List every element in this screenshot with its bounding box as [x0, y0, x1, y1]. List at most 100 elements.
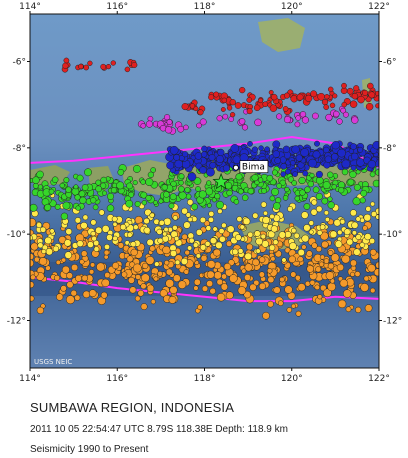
earthquake-marker [82, 290, 91, 299]
earthquake-marker [149, 212, 155, 218]
earthquake-marker [283, 92, 291, 99]
earthquake-marker [61, 265, 70, 274]
earthquake-marker [117, 168, 125, 176]
earthquake-marker [299, 111, 307, 118]
earthquake-marker [327, 250, 334, 256]
earthquake-marker [234, 102, 242, 109]
earthquake-marker [204, 241, 211, 247]
earthquake-marker [367, 160, 376, 169]
earthquake-marker [279, 276, 285, 283]
earthquake-marker [255, 237, 263, 246]
earthquake-marker [205, 225, 212, 231]
earthquake-marker [289, 242, 297, 250]
earthquake-marker [295, 115, 301, 121]
earthquake-marker [272, 202, 281, 210]
earthquake-marker [340, 107, 347, 114]
earthquake-marker [368, 91, 376, 99]
earthquake-marker [337, 299, 347, 309]
earthquake-marker [355, 216, 361, 222]
earthquake-marker [375, 261, 379, 269]
earthquake-marker [332, 93, 338, 99]
earthquake-marker [52, 245, 60, 252]
earthquake-marker [324, 155, 332, 163]
earthquake-marker [145, 177, 154, 187]
earthquake-marker [357, 146, 364, 153]
earthquake-marker [73, 184, 79, 190]
earthquake-marker [142, 262, 149, 270]
earthquake-marker [301, 116, 309, 124]
earthquake-marker [243, 290, 251, 299]
earthquake-marker [268, 244, 276, 251]
earthquake-marker [132, 164, 141, 173]
earthquake-marker [351, 221, 359, 229]
earthquake-marker [317, 294, 323, 300]
earthquake-marker [198, 190, 207, 199]
earthquake-marker [216, 278, 224, 286]
earthquake-marker [315, 266, 322, 273]
earthquake-marker [276, 113, 283, 120]
lon-tick-label-bottom: 114° [19, 374, 41, 384]
earthquake-marker [262, 216, 270, 224]
earthquake-marker [119, 223, 127, 231]
earthquake-marker [272, 239, 279, 246]
earthquake-marker [257, 177, 264, 183]
lat-tick-label-left: -8° [13, 144, 26, 154]
earthquake-marker [130, 248, 138, 257]
earthquake-marker [327, 282, 336, 292]
earthquake-marker [269, 213, 275, 220]
earthquake-marker [215, 155, 224, 164]
earthquake-marker [221, 273, 228, 280]
earthquake-marker [362, 225, 368, 231]
earthquake-marker [199, 244, 207, 251]
earthquake-marker [372, 140, 379, 150]
earthquake-marker [209, 161, 217, 169]
earthquake-marker [194, 152, 203, 160]
earthquake-marker [284, 285, 293, 294]
lon-tick-label-top: 120° [281, 2, 303, 12]
earthquake-marker [90, 230, 96, 237]
earthquake-marker [93, 246, 100, 252]
earthquake-marker [246, 108, 253, 115]
earthquake-marker [121, 271, 128, 278]
earthquake-marker [81, 274, 89, 282]
earthquake-marker [351, 230, 357, 236]
earthquake-marker [80, 221, 88, 230]
earthquake-marker [375, 214, 379, 220]
earthquake-marker [75, 205, 81, 211]
earthquake-marker [178, 179, 184, 186]
earthquake-marker [315, 245, 323, 253]
earthquake-marker [75, 274, 82, 282]
earthquake-marker [134, 295, 141, 302]
earthquake-marker [336, 118, 343, 125]
earthquake-marker [315, 205, 323, 213]
earthquake-marker [373, 268, 379, 277]
earthquake-marker [88, 289, 97, 298]
earthquake-marker [356, 158, 365, 167]
earthquake-marker [295, 154, 303, 162]
earthquake-marker [327, 262, 335, 270]
earthquake-marker [323, 104, 330, 110]
earthquake-marker [365, 206, 372, 212]
earthquake-marker [329, 230, 338, 239]
earthquake-marker [277, 300, 284, 307]
earthquake-marker [74, 294, 81, 301]
earthquake-marker [273, 286, 281, 294]
lon-tick-label-top: 118° [194, 2, 216, 12]
earthquake-marker [297, 248, 305, 257]
earthquake-marker [244, 263, 253, 272]
earthquake-marker [271, 169, 278, 176]
earthquake-marker [291, 145, 300, 154]
earthquake-marker [173, 154, 181, 161]
earthquake-marker [322, 181, 331, 190]
earthquake-marker [197, 109, 204, 116]
earthquake-markers [30, 57, 379, 320]
earthquake-marker [215, 200, 224, 209]
earthquake-marker [188, 237, 195, 244]
earthquake-marker [106, 204, 115, 212]
earthquake-marker [200, 151, 208, 158]
earthquake-marker [278, 231, 286, 239]
earthquake-marker [185, 193, 192, 200]
earthquake-marker [231, 248, 239, 256]
earthquake-marker [92, 204, 99, 211]
earthquake-marker [282, 195, 289, 201]
